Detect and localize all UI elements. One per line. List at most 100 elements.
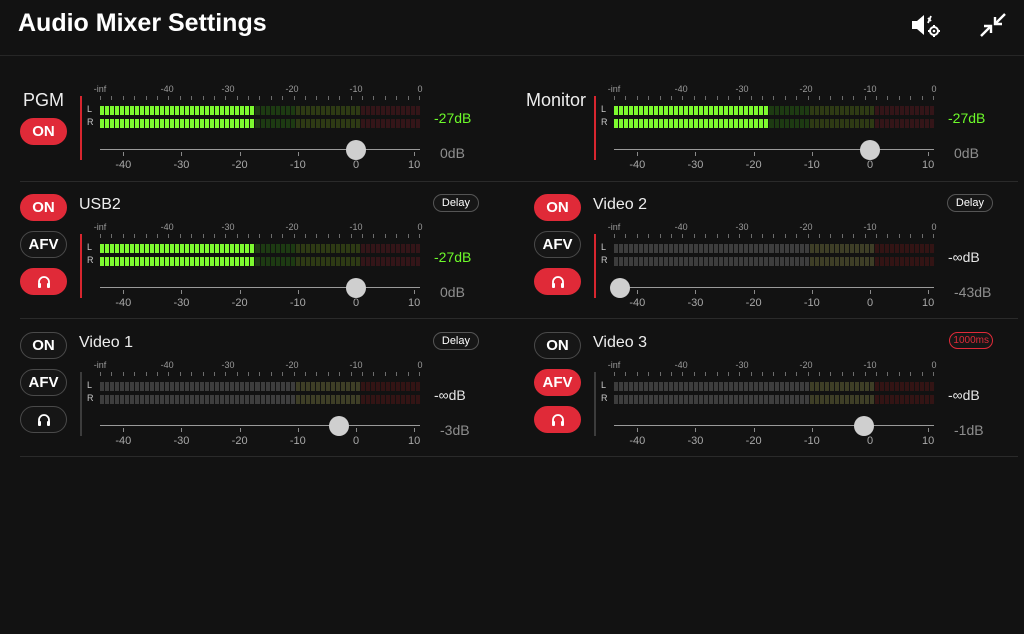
on-button[interactable]: ON [20,332,67,359]
fader-scale-label: -40 [115,159,132,171]
channel-video1: Video 1 ON AFV Delay -inf -40 -30 -20 -10 0 L R… [20,332,520,452]
volume-fader[interactable] [100,140,420,160]
meter-scale-label: -30 [735,84,749,94]
meter-scale-label: 0 [417,84,423,94]
fader-scale-label: 10 [922,435,935,447]
active-indicator-bar [80,234,82,298]
meter-scale-label: -40 [674,360,688,370]
headphone-icon [37,275,50,288]
meter-scale-label: -inf [607,84,621,94]
delay-button[interactable]: 1000ms [949,332,993,349]
meter-bar [614,244,934,253]
afv-button[interactable]: AFV [20,231,67,258]
meter-left-channel-label: L [87,242,93,252]
headphone-button[interactable] [20,268,67,295]
volume-fader[interactable] [100,278,420,298]
meter-left-channel-label: L [601,380,607,390]
meter-right-channel-label: R [601,255,608,265]
on-button[interactable]: ON [534,194,581,221]
fader-knob[interactable] [346,140,366,160]
on-button[interactable]: ON [20,118,67,145]
fader-scale-label: -10 [289,159,306,171]
delay-button[interactable]: Delay [432,332,479,350]
fader-scale-label: -10 [803,159,820,171]
fader-scale-label: 0 [352,435,360,447]
volume-fader[interactable] [614,140,934,160]
afv-button[interactable]: AFV [534,231,581,258]
meter-scale-label: -20 [285,84,299,94]
meter-scale-label: -40 [674,84,688,94]
fader-scale-label: 0 [866,297,874,309]
meter-bar [100,244,420,253]
fader-scale-label: 0 [866,435,874,447]
fader-scale-label: -10 [803,435,820,447]
fader-scale-label: -20 [231,297,248,309]
meter-top-scale: -inf -40 -30 -20 -10 0 [608,84,937,104]
active-indicator-bar [594,234,596,298]
speaker-gear-icon[interactable] [910,12,940,38]
meter-scale-label: -20 [285,222,299,232]
meter-bar [100,395,420,404]
headphone-icon [37,413,50,426]
meter-scale-label: -20 [799,360,813,370]
fader-knob[interactable] [328,416,349,436]
level-readout: -∞dB [434,387,466,403]
meter-scale-label: -30 [735,222,749,232]
meter-top-scale: -inf -40 -30 -20 -10 0 [94,84,423,104]
fader-knob[interactable] [854,416,875,436]
fader-scale-label: -40 [115,435,132,447]
fader-scale-label: -10 [289,435,306,447]
fader-scale-label: -30 [173,297,190,309]
fader-scale: -40 -30 -20 -10 0 10 [614,435,934,449]
fader-knob[interactable] [609,278,630,298]
meter-scale-label: -10 [349,222,363,232]
fader-scale-label: -40 [629,159,646,171]
active-indicator-bar [594,372,596,436]
meter-right-channel-label: R [87,255,94,265]
fader-scale-label: 0 [352,159,360,171]
fader-scale-label: -10 [803,297,820,309]
meter-top-scale: -inf -40 -30 -20 -10 0 [94,222,423,242]
fader-scale-label: -30 [173,159,190,171]
fader-scale: -40 -30 -20 -10 0 10 [100,435,420,449]
volume-fader[interactable] [100,416,420,436]
fader-scale-label: -40 [629,435,646,447]
on-button[interactable]: ON [534,332,581,359]
gain-readout: 0dB [440,284,465,300]
headphone-button[interactable] [20,406,67,433]
gain-readout: -1dB [954,422,984,438]
channel-name: Video 3 [593,334,647,351]
meter-bar [614,119,934,128]
fader-scale-label: 10 [408,435,421,447]
afv-button[interactable]: AFV [534,369,581,396]
fader-knob[interactable] [346,278,366,298]
meter-left-channel-label: L [601,104,607,114]
meter-bar [614,106,934,115]
meter-scale-label: -inf [93,222,107,232]
meter-bar [100,119,420,128]
afv-button[interactable]: AFV [20,369,67,396]
delay-button[interactable]: Delay [946,194,993,212]
collapse-arrows-icon[interactable] [978,12,1008,38]
on-button[interactable]: ON [20,194,67,221]
level-readout: -27dB [434,110,472,126]
channel-usb2: USB2 ON AFV Delay -inf -40 -30 -20 -10 0 L R -40… [20,194,520,314]
delay-button[interactable]: Delay [432,194,479,212]
headphone-button[interactable] [534,406,581,433]
volume-fader[interactable] [614,416,934,436]
meter-scale-label: -20 [799,84,813,94]
fader-scale-label: -30 [687,297,704,309]
meter-scale-label: 0 [931,222,937,232]
active-indicator-bar [80,372,82,436]
fader-knob[interactable] [860,140,880,160]
gain-readout: -43dB [954,284,992,300]
channel-video2: Video 2 ON AFV Delay -inf -40 -30 -20 -10 0 L R… [534,194,1024,314]
headphone-button[interactable] [534,268,581,295]
active-indicator-bar [594,96,596,160]
channel-name: Video 2 [593,196,647,213]
meter-scale-label: 0 [417,360,423,370]
channel-pgm: PGM ON -inf -40 -30 -20 -10 0 L R -40 -30 -20 -10 0 1… [20,84,520,206]
meter-scale-label: -30 [735,360,749,370]
meter-scale-label: -40 [674,222,688,232]
volume-fader[interactable] [609,278,934,298]
